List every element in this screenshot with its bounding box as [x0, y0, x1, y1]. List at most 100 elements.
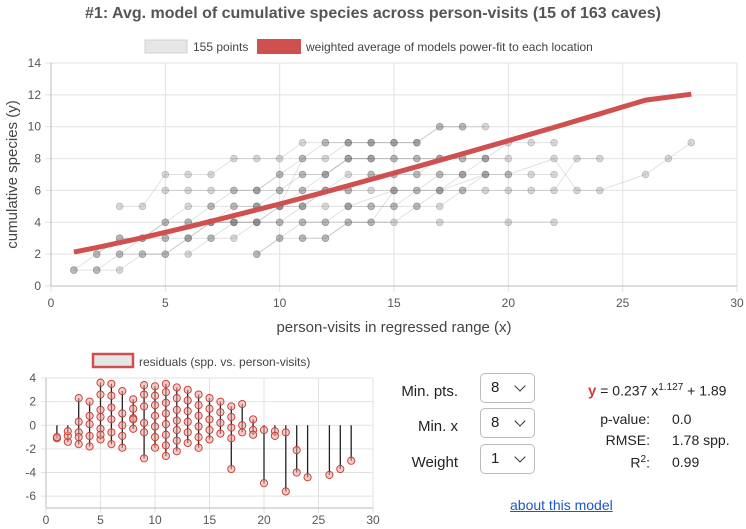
data-point [458, 170, 467, 179]
x-tick-label: 5 [162, 296, 169, 310]
residual-point [96, 378, 105, 387]
data-point [458, 170, 467, 179]
x-tick-label: 15 [387, 296, 401, 310]
residual-point [118, 421, 127, 430]
min-pts-select[interactable]: 8 [480, 373, 535, 403]
location-trace-line [256, 221, 555, 255]
residual-point [150, 422, 160, 431]
data-point [252, 218, 261, 227]
r2-label: R2: [630, 454, 650, 471]
residual-point [85, 442, 94, 451]
data-point [230, 186, 238, 195]
residual-point [292, 446, 301, 455]
data-point [70, 266, 78, 274]
data-point [367, 154, 375, 163]
y-tick-label: 4 [29, 371, 36, 385]
data-point [413, 202, 421, 211]
y-tick-label: 0 [29, 418, 36, 432]
data-point [275, 218, 284, 227]
residual-point [270, 431, 279, 440]
data-point [550, 170, 558, 179]
data-point [207, 202, 215, 211]
residual-point [172, 447, 181, 456]
data-point [435, 202, 444, 211]
data-point [138, 250, 147, 258]
data-point [435, 186, 444, 195]
residual-point [227, 434, 236, 443]
residual-point [259, 425, 269, 435]
data-point [413, 202, 421, 211]
data-point [230, 154, 238, 163]
x-tick-label: 30 [366, 513, 380, 527]
residual-point [74, 433, 83, 442]
data-point [435, 170, 444, 179]
data-point [298, 218, 307, 227]
data-point [367, 138, 375, 147]
data-point [481, 154, 490, 163]
min-x-select[interactable]: 8 [480, 408, 535, 438]
points-series [70, 122, 696, 274]
data-point [298, 234, 307, 243]
data-point [527, 138, 535, 147]
data-point [344, 202, 353, 211]
data-point [230, 218, 238, 227]
y-tick-label: 14 [28, 56, 42, 70]
location-trace-line [96, 189, 394, 271]
data-point [92, 266, 101, 274]
residual-point [161, 451, 170, 461]
data-point [344, 202, 353, 211]
data-point [161, 186, 170, 195]
data-point [687, 138, 696, 147]
data-point [298, 186, 307, 195]
residual-point [238, 428, 247, 437]
residual-point [205, 404, 214, 413]
residual-point [85, 397, 94, 406]
data-point [573, 186, 581, 195]
residual-point [52, 433, 61, 442]
residual-point [303, 473, 312, 482]
residual-point [129, 404, 138, 413]
residual-point [216, 429, 225, 438]
data-point [344, 138, 353, 147]
residual-point [129, 395, 138, 404]
data-point [230, 202, 238, 211]
x-tick-label: 20 [257, 513, 271, 527]
residual-point [85, 420, 94, 429]
data-point [458, 186, 467, 195]
residual-point [118, 386, 127, 396]
data-point [413, 170, 421, 179]
residual-point [216, 418, 225, 427]
data-point [321, 218, 330, 227]
residual-legend: residuals (spp. vs. person-visits) [91, 352, 310, 369]
location-trace-line [348, 142, 692, 207]
data-point [275, 234, 284, 243]
residual-point [161, 430, 170, 439]
data-point [390, 138, 398, 147]
residual-point [107, 391, 116, 400]
data-point [298, 154, 307, 163]
residual-point [140, 390, 149, 399]
location-trace-line [256, 158, 600, 255]
y-tick-label: -4 [25, 466, 36, 480]
data-point [298, 202, 307, 211]
data-point [390, 154, 398, 163]
data-point [550, 218, 558, 227]
data-point [367, 218, 375, 227]
data-point [390, 138, 398, 147]
about-model-link[interactable]: about this model [510, 497, 613, 513]
chevron-down-icon [514, 451, 526, 463]
data-point [321, 234, 330, 243]
data-point [252, 218, 261, 227]
formula-exponent: 1.127 [658, 382, 684, 393]
residual-point [150, 411, 160, 420]
residual-point [281, 487, 290, 496]
y-tick-label: -6 [25, 489, 36, 503]
data-point [298, 154, 307, 163]
min-x-label: Min. x [417, 418, 458, 435]
data-point [367, 186, 375, 195]
x-tick-label: 20 [502, 296, 516, 310]
data-point [275, 170, 284, 179]
weight-select[interactable]: 1 [480, 444, 535, 474]
main-chart: 155 points weighted average of models pow… [4, 39, 744, 336]
data-point [298, 202, 307, 211]
